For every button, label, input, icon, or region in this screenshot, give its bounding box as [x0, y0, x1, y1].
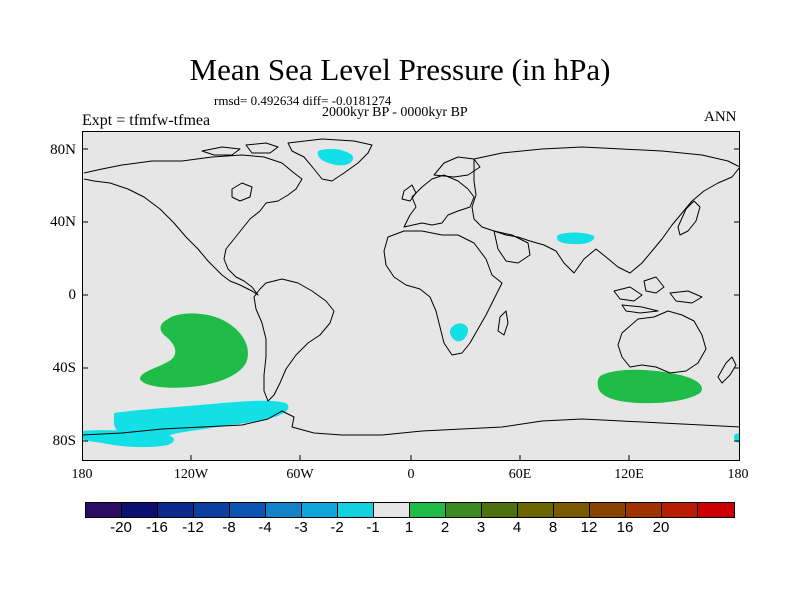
- axis-ticks: [82, 148, 740, 461]
- lon-label-120e: 120E: [614, 467, 644, 482]
- colorbar-label: 20: [652, 519, 670, 536]
- coast-arabia: [493, 230, 531, 264]
- colorbar-label: -4: [258, 519, 272, 536]
- experiment-label: Expt = tfmfw-tfmea: [82, 112, 211, 129]
- coast-madagascar: [497, 310, 509, 336]
- colorbar-label: 1: [404, 519, 414, 536]
- lon-label-60e: 60E: [508, 467, 532, 482]
- colorbar: [85, 502, 735, 518]
- lon-label-180w: 180: [71, 467, 93, 482]
- anomaly-cyan-southern-ocean: [114, 400, 289, 441]
- colorbar-swatch: [86, 503, 122, 517]
- lat-label-0: 0: [68, 287, 77, 303]
- anomaly-cyan-tibet: [556, 232, 595, 245]
- colorbar-swatch: [518, 503, 554, 517]
- colorbar-swatch: [302, 503, 338, 517]
- colorbar-label: -1: [366, 519, 380, 536]
- colorbar-label: -2: [330, 519, 344, 536]
- lon-label-60w: 60W: [286, 467, 314, 482]
- coast-north-america: [83, 154, 303, 296]
- colorbar-label: -3: [294, 519, 308, 536]
- lat-label-80n: 80N: [50, 142, 76, 158]
- colorbar-swatch: [554, 503, 590, 517]
- colorbar-swatch: [266, 503, 302, 517]
- season-label: ANN: [704, 109, 737, 125]
- lon-label-120w: 120W: [173, 467, 209, 482]
- rmsd-diff-stats: rmsd= 0.492634 diff= -0.0181274: [214, 93, 392, 108]
- colorbar-swatch: [482, 503, 518, 517]
- map-title: Mean Sea Level Pressure (in hPa): [189, 52, 611, 87]
- colorbar-swatch: [158, 503, 194, 517]
- anomaly-cyan-southern-africa: [449, 323, 468, 342]
- coast-hudson-bay: [231, 182, 253, 202]
- lat-label-80s: 80S: [52, 433, 76, 449]
- colorbar-label: 12: [580, 519, 598, 536]
- anomaly-fields: [82, 148, 740, 448]
- colorbar-swatch: [410, 503, 446, 517]
- lat-label-40s: 40S: [52, 360, 76, 376]
- coast-africa: [383, 230, 503, 356]
- anomaly-green-south-of-australia: [597, 369, 702, 404]
- coast-new-zealand: [717, 356, 737, 384]
- coast-greenland: [287, 138, 373, 182]
- colorbar-swatch: [698, 503, 734, 517]
- coast-europe: [403, 174, 475, 228]
- colorbar-label: -16: [146, 519, 168, 536]
- colorbar-label: 4: [512, 519, 522, 536]
- colorbar-swatch: [374, 503, 410, 517]
- anomaly-cyan-greenland: [317, 148, 354, 166]
- time-period-label: 2000kyr BP - 0000kyr BP: [322, 105, 468, 120]
- colorbar-label: -20: [110, 519, 132, 536]
- coast-arctic-islands: [201, 142, 279, 156]
- colorbar-label: -8: [222, 519, 236, 536]
- colorbar-swatch: [194, 503, 230, 517]
- coast-australia: [617, 310, 707, 374]
- lat-label-40n: 40N: [50, 214, 76, 230]
- coast-maritime-continent: [613, 276, 703, 314]
- coast-antarctica: [82, 410, 740, 436]
- coast-japan: [677, 200, 701, 236]
- coastlines: [82, 138, 740, 436]
- colorbar-swatch: [122, 503, 158, 517]
- coast-scandinavia: [433, 156, 481, 178]
- anomaly-green-south-pacific: [140, 313, 248, 388]
- colorbar-label: 3: [476, 519, 486, 536]
- coast-south-america: [253, 278, 335, 402]
- colorbar-swatch: [626, 503, 662, 517]
- colorbar-label: 2: [440, 519, 450, 536]
- colorbar-label: 8: [548, 519, 558, 536]
- colorbar-swatch: [590, 503, 626, 517]
- coast-british-isles: [401, 184, 417, 202]
- colorbar-swatch: [662, 503, 698, 517]
- anomaly-cyan-ross-sea: [82, 430, 174, 448]
- lon-label-0: 0: [407, 467, 415, 482]
- colorbar-label: 16: [616, 519, 634, 536]
- colorbar-swatch: [230, 503, 266, 517]
- colorbar-swatch: [338, 503, 374, 517]
- world-map: [82, 131, 740, 461]
- lon-label-180e: 180: [727, 467, 749, 482]
- colorbar-swatch: [446, 503, 482, 517]
- colorbar-label: -12: [182, 519, 204, 536]
